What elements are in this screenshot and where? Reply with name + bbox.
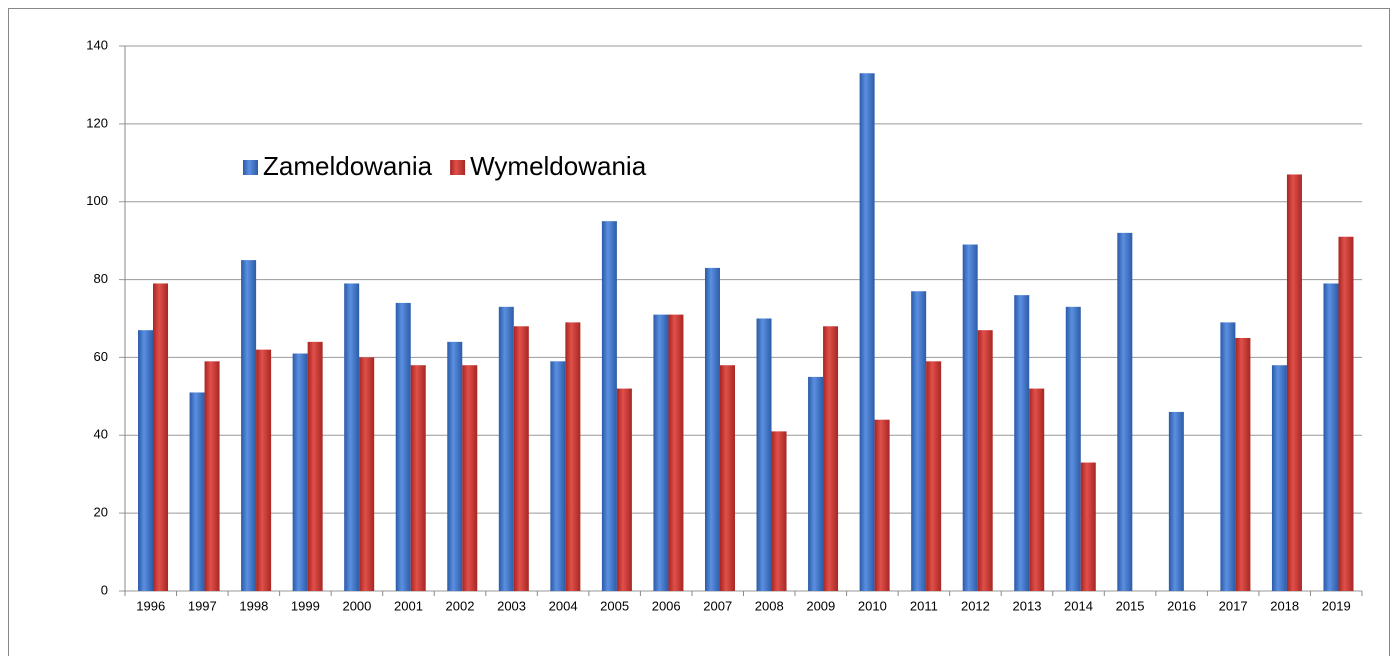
bar bbox=[550, 361, 566, 591]
bar bbox=[204, 361, 220, 591]
bar bbox=[498, 306, 514, 591]
bar bbox=[153, 283, 169, 591]
x-tick-label: 2013 bbox=[1013, 598, 1042, 613]
bar bbox=[1117, 232, 1133, 591]
bar bbox=[1323, 283, 1339, 591]
bar bbox=[911, 291, 927, 591]
bar bbox=[977, 330, 993, 591]
bar bbox=[756, 318, 772, 591]
x-tick-label: 2014 bbox=[1064, 598, 1093, 613]
bar bbox=[241, 260, 257, 591]
bar bbox=[616, 388, 632, 591]
bar bbox=[395, 302, 411, 591]
bar bbox=[1029, 388, 1045, 591]
x-tick-label: 2003 bbox=[497, 598, 526, 613]
x-tick-label: 2018 bbox=[1270, 598, 1299, 613]
bar bbox=[1271, 365, 1287, 591]
x-tick-label: 2008 bbox=[755, 598, 784, 613]
y-tick-label: 60 bbox=[94, 349, 108, 364]
bar bbox=[1080, 462, 1096, 591]
bar bbox=[808, 376, 824, 591]
y-tick-label: 0 bbox=[101, 582, 108, 597]
x-tick-label: 2011 bbox=[910, 598, 938, 613]
x-tick-label: 2016 bbox=[1167, 598, 1196, 613]
x-tick-label: 1996 bbox=[136, 598, 165, 613]
legend-swatch bbox=[243, 160, 258, 175]
y-tick-label: 140 bbox=[86, 37, 108, 52]
x-tick-label: 2001 bbox=[394, 598, 423, 613]
chart-border bbox=[8, 8, 1390, 661]
bar bbox=[292, 353, 308, 591]
bar bbox=[447, 341, 463, 591]
bar bbox=[513, 326, 529, 591]
y-tick-label: 80 bbox=[94, 271, 108, 286]
x-tick-label: 2002 bbox=[446, 598, 475, 613]
y-tick-label: 40 bbox=[94, 427, 108, 442]
x-tick-label: 1998 bbox=[239, 598, 268, 613]
x-tick-label: 2012 bbox=[961, 598, 990, 613]
bar bbox=[138, 330, 154, 591]
bar bbox=[859, 73, 875, 591]
bar bbox=[874, 419, 890, 591]
x-tick-label: 1999 bbox=[291, 598, 320, 613]
bar bbox=[962, 244, 978, 592]
x-tick-label: 2010 bbox=[858, 598, 887, 613]
x-tick-label: 1997 bbox=[188, 598, 217, 613]
x-tick-label: 2009 bbox=[806, 598, 835, 613]
bar bbox=[1014, 295, 1030, 591]
bar bbox=[926, 361, 942, 591]
bar bbox=[410, 365, 426, 591]
x-tick-label: 2007 bbox=[703, 598, 732, 613]
bar bbox=[704, 267, 720, 591]
legend-label: Zameldowania bbox=[263, 151, 433, 181]
bar bbox=[1286, 174, 1302, 591]
x-tick-label: 2004 bbox=[549, 598, 578, 613]
bar bbox=[668, 314, 684, 591]
bar bbox=[359, 357, 375, 591]
bar bbox=[823, 326, 839, 591]
y-tick-label: 120 bbox=[86, 115, 108, 130]
bar bbox=[565, 322, 581, 591]
bar bbox=[462, 365, 478, 591]
bar bbox=[771, 431, 787, 591]
bar bbox=[1338, 236, 1354, 591]
x-tick-label: 2000 bbox=[342, 598, 371, 613]
bar bbox=[1168, 411, 1184, 591]
x-tick-label: 2017 bbox=[1219, 598, 1248, 613]
x-tick-label: 2006 bbox=[652, 598, 681, 613]
legend: Zameldowania Wymeldowania bbox=[243, 151, 647, 181]
bar bbox=[189, 392, 205, 591]
bar bbox=[719, 365, 735, 591]
legend-swatch bbox=[450, 160, 466, 175]
bar bbox=[1065, 306, 1081, 591]
x-tick-label: 2015 bbox=[1116, 598, 1145, 613]
y-tick-label: 20 bbox=[94, 505, 108, 520]
bar bbox=[344, 283, 360, 591]
x-tick-label: 2019 bbox=[1322, 598, 1351, 613]
bar bbox=[601, 221, 617, 591]
legend-label: Wymeldowania bbox=[470, 151, 647, 181]
y-tick-label: 100 bbox=[86, 193, 108, 208]
x-tick-label: 2005 bbox=[600, 598, 629, 613]
bar bbox=[307, 341, 323, 591]
bar bbox=[653, 314, 669, 591]
bar bbox=[1220, 322, 1236, 591]
bar bbox=[1235, 337, 1251, 591]
bar bbox=[256, 349, 272, 591]
